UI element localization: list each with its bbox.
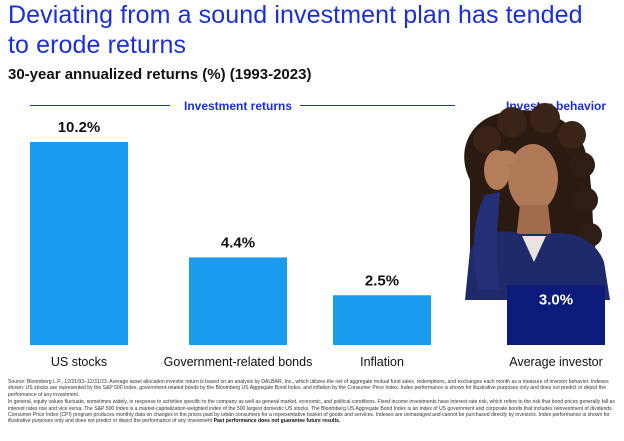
footnote-disclaimer: Past performance does not guarantee futu… bbox=[213, 418, 341, 425]
footnote-source: Source: Bloomberg L.P., 12/31/93–12/31/2… bbox=[8, 379, 609, 398]
category-label-us-stocks: US stocks bbox=[51, 355, 107, 369]
investment-returns-line-left bbox=[30, 105, 170, 106]
footnote: Source: Bloomberg L.P., 12/31/93–12/31/2… bbox=[8, 379, 616, 426]
chart-subtitle: 30-year annualized returns (%) (1993-202… bbox=[8, 66, 312, 83]
bar-us-stocks bbox=[30, 142, 128, 345]
page-title: Deviating from a sound investment plan h… bbox=[8, 1, 583, 59]
investor-behavior-label: Investor behavior bbox=[498, 99, 615, 113]
footnote-disclosure-text: In general, equity values fluctuate, som… bbox=[8, 399, 615, 425]
bar-average-investor bbox=[507, 285, 605, 345]
value-label-inflation: 2.5% bbox=[365, 272, 399, 289]
category-label-inflation: Inflation bbox=[360, 355, 404, 369]
value-label-us-stocks: 10.2% bbox=[58, 119, 101, 136]
investment-returns-line-right bbox=[300, 105, 455, 106]
value-label-average-investor: 3.0% bbox=[539, 291, 573, 308]
category-label-government-related-bonds: Government-related bonds bbox=[164, 355, 313, 369]
category-label-average-investor: Average investor bbox=[509, 355, 603, 369]
bar-government-related-bonds bbox=[189, 257, 287, 345]
footnote-disclosure: In general, equity values fluctuate, som… bbox=[8, 399, 616, 424]
bar-inflation bbox=[333, 295, 431, 345]
value-label-government-related-bonds: 4.4% bbox=[221, 234, 255, 251]
investment-returns-label: Investment returns bbox=[176, 99, 301, 113]
